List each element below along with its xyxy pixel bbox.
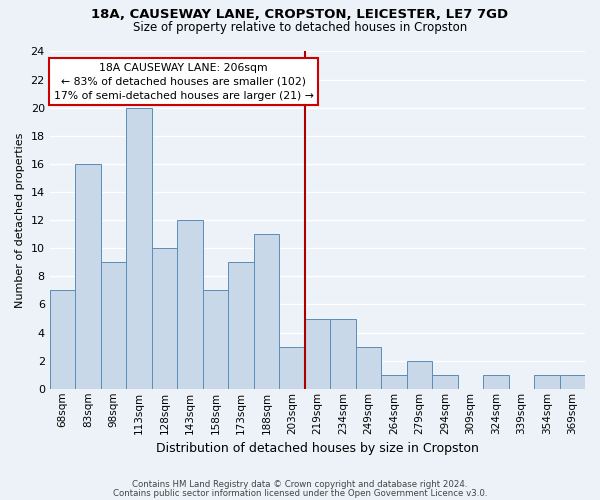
Bar <box>381 374 407 389</box>
Bar <box>152 248 177 389</box>
Bar <box>305 318 330 389</box>
X-axis label: Distribution of detached houses by size in Cropston: Distribution of detached houses by size … <box>156 442 479 455</box>
Bar <box>126 108 152 389</box>
Bar <box>75 164 101 389</box>
Bar <box>101 262 126 389</box>
Bar <box>330 318 356 389</box>
Text: Contains public sector information licensed under the Open Government Licence v3: Contains public sector information licen… <box>113 488 487 498</box>
Bar <box>534 374 560 389</box>
Bar <box>407 360 432 389</box>
Bar <box>228 262 254 389</box>
Y-axis label: Number of detached properties: Number of detached properties <box>15 132 25 308</box>
Bar <box>279 346 305 389</box>
Text: 18A, CAUSEWAY LANE, CROPSTON, LEICESTER, LE7 7GD: 18A, CAUSEWAY LANE, CROPSTON, LEICESTER,… <box>91 8 509 20</box>
Bar <box>432 374 458 389</box>
Text: Contains HM Land Registry data © Crown copyright and database right 2024.: Contains HM Land Registry data © Crown c… <box>132 480 468 489</box>
Bar <box>560 374 585 389</box>
Bar <box>356 346 381 389</box>
Text: 18A CAUSEWAY LANE: 206sqm
← 83% of detached houses are smaller (102)
17% of semi: 18A CAUSEWAY LANE: 206sqm ← 83% of detac… <box>53 62 313 100</box>
Bar <box>177 220 203 389</box>
Bar <box>203 290 228 389</box>
Bar <box>483 374 509 389</box>
Text: Size of property relative to detached houses in Cropston: Size of property relative to detached ho… <box>133 21 467 34</box>
Bar <box>50 290 75 389</box>
Bar <box>254 234 279 389</box>
